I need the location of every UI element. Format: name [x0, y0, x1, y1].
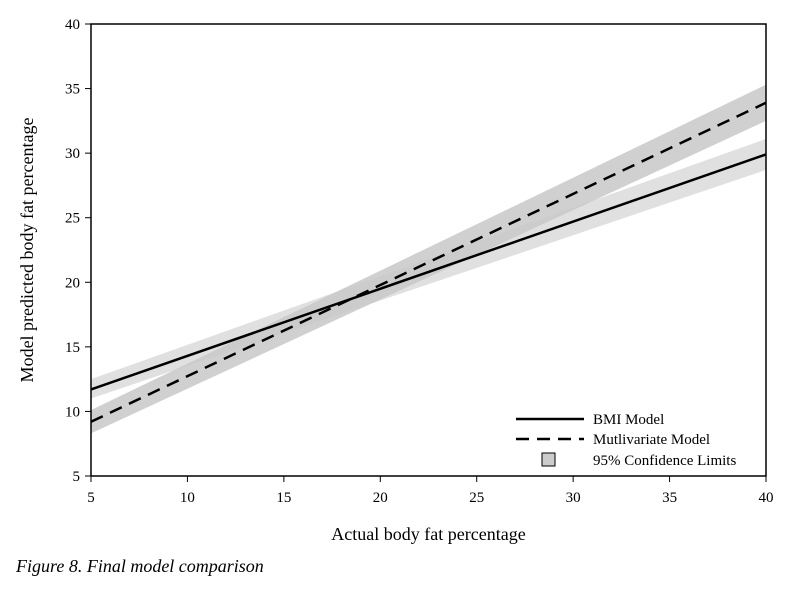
x-tick-label: 15 — [276, 490, 291, 506]
y-tick-label: 15 — [65, 340, 80, 356]
y-tick-label: 40 — [65, 17, 80, 33]
legend-bmi-label: BMI Model — [593, 412, 664, 428]
x-tick-label: 30 — [566, 490, 581, 506]
x-tick-label: 20 — [373, 490, 388, 506]
chart: 5 10 15 20 25 30 35 40 5 10 15 20 25 30 35 40 Actual b… — [17, 17, 774, 544]
legend-confidence-swatch — [541, 452, 556, 467]
confidence-bands — [91, 84, 766, 434]
y-tick-label: 30 — [65, 146, 80, 162]
x-axis-title: Actual body fat percentage — [331, 524, 525, 544]
legend-confidence-label: 95% Confidence Limits — [593, 453, 736, 469]
confidence-band-1 — [91, 84, 766, 434]
x-tick-label: 40 — [759, 490, 774, 506]
y-axis-ticks: 5 10 15 20 25 30 35 40 — [65, 17, 91, 485]
x-axis-ticks: 5 10 15 20 25 30 35 40 — [87, 476, 774, 506]
figure-caption: Figure 8. Final model comparison — [16, 556, 264, 576]
legend: BMI Model Mutlivariate Model 95% Confide… — [516, 412, 736, 469]
series-line-0 — [90, 153, 767, 391]
y-tick-label: 10 — [65, 404, 80, 420]
x-tick-label: 25 — [469, 490, 484, 506]
model-lines — [90, 101, 767, 423]
y-tick-label: 25 — [65, 211, 80, 227]
y-tick-label: 35 — [65, 82, 80, 98]
y-axis-title: Model predicted body fat percentage — [17, 118, 37, 383]
legend-multivariate-label: Mutlivariate Model — [593, 432, 710, 448]
x-tick-label: 5 — [87, 490, 95, 506]
x-tick-label: 10 — [180, 490, 195, 506]
plot-frame — [90, 23, 767, 477]
y-tick-label: 20 — [65, 275, 80, 291]
x-tick-label: 35 — [662, 490, 677, 506]
y-tick-label: 5 — [73, 469, 81, 485]
